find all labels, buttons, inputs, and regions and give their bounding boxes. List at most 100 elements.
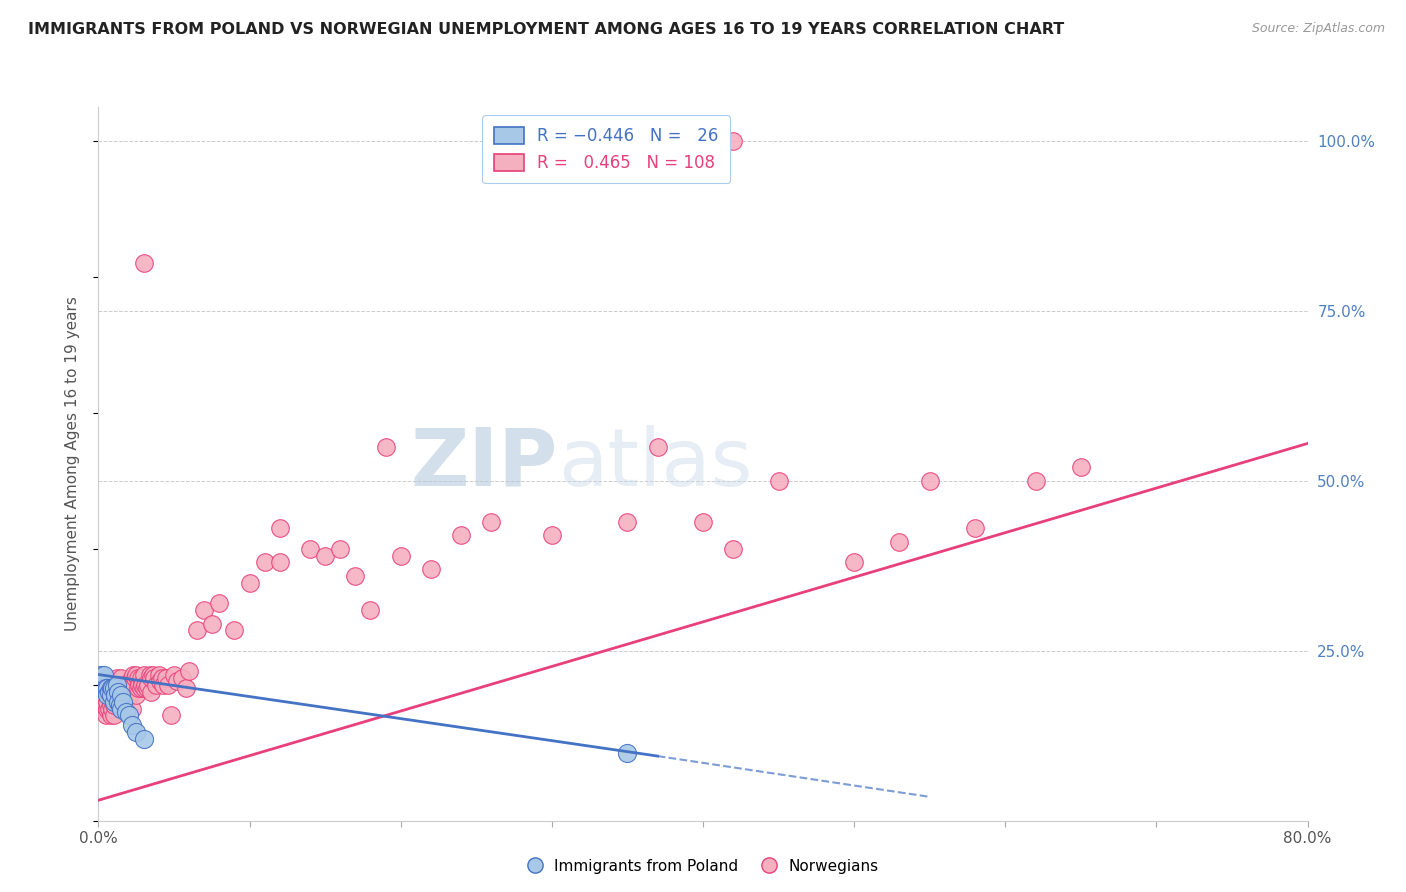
Point bbox=[170, 671, 193, 685]
Point bbox=[131, 678, 153, 692]
Point bbox=[389, 549, 412, 563]
Point bbox=[121, 684, 143, 698]
Point bbox=[768, 474, 790, 488]
Point bbox=[269, 521, 291, 535]
Point bbox=[103, 681, 125, 695]
Legend: R = −0.446   N =   26, R =   0.465   N = 108: R = −0.446 N = 26, R = 0.465 N = 108 bbox=[482, 115, 730, 184]
Point bbox=[224, 624, 246, 638]
Point bbox=[118, 708, 141, 723]
Point bbox=[132, 667, 155, 681]
Point bbox=[110, 701, 132, 715]
Point bbox=[344, 569, 367, 583]
Point bbox=[128, 678, 150, 692]
Point bbox=[114, 684, 136, 698]
Point bbox=[160, 708, 183, 723]
Point bbox=[105, 678, 128, 692]
Point bbox=[723, 134, 745, 148]
Text: IMMIGRANTS FROM POLAND VS NORWEGIAN UNEMPLOYMENT AMONG AGES 16 TO 19 YEARS CORRE: IMMIGRANTS FROM POLAND VS NORWEGIAN UNEM… bbox=[28, 22, 1064, 37]
Point bbox=[125, 725, 148, 739]
Point bbox=[114, 705, 136, 719]
Point bbox=[115, 678, 138, 692]
Point bbox=[96, 681, 118, 695]
Point bbox=[90, 667, 112, 681]
Point bbox=[98, 701, 121, 715]
Point bbox=[148, 667, 170, 681]
Point bbox=[132, 256, 155, 270]
Point bbox=[844, 555, 866, 569]
Point bbox=[481, 515, 503, 529]
Point bbox=[129, 671, 152, 685]
Point bbox=[540, 528, 562, 542]
Point bbox=[91, 681, 114, 695]
Point bbox=[96, 688, 118, 702]
Point bbox=[239, 575, 262, 590]
Point bbox=[135, 681, 157, 695]
Point bbox=[118, 688, 141, 702]
Point bbox=[692, 515, 714, 529]
Point bbox=[100, 698, 122, 712]
Point bbox=[104, 681, 127, 695]
Point bbox=[174, 681, 197, 695]
Point bbox=[96, 701, 118, 715]
Point bbox=[91, 701, 114, 715]
Point bbox=[112, 678, 135, 692]
Point bbox=[103, 698, 125, 712]
Point bbox=[360, 603, 382, 617]
Point bbox=[93, 701, 115, 715]
Point bbox=[186, 624, 208, 638]
Point bbox=[90, 681, 112, 695]
Point bbox=[107, 678, 129, 692]
Point bbox=[136, 678, 159, 692]
Point bbox=[101, 688, 124, 702]
Point bbox=[420, 562, 443, 576]
Point bbox=[107, 695, 129, 709]
Point bbox=[269, 555, 291, 569]
Point bbox=[100, 708, 122, 723]
Point bbox=[314, 549, 336, 563]
Point bbox=[132, 681, 155, 695]
Point bbox=[616, 515, 638, 529]
Point bbox=[965, 521, 987, 535]
Point bbox=[108, 688, 131, 702]
Point bbox=[91, 681, 114, 695]
Point bbox=[647, 440, 669, 454]
Point bbox=[103, 695, 125, 709]
Point bbox=[201, 616, 224, 631]
Point bbox=[127, 681, 149, 695]
Point bbox=[129, 681, 152, 695]
Point bbox=[94, 708, 117, 723]
Point bbox=[105, 671, 128, 685]
Point bbox=[107, 688, 129, 702]
Point bbox=[125, 688, 148, 702]
Text: Source: ZipAtlas.com: Source: ZipAtlas.com bbox=[1251, 22, 1385, 36]
Point bbox=[110, 671, 132, 685]
Point bbox=[208, 596, 231, 610]
Point bbox=[98, 684, 121, 698]
Point bbox=[114, 701, 136, 715]
Point bbox=[108, 698, 131, 712]
Point bbox=[142, 667, 165, 681]
Point bbox=[149, 674, 172, 689]
Legend: Immigrants from Poland, Norwegians: Immigrants from Poland, Norwegians bbox=[520, 853, 886, 880]
Point bbox=[111, 695, 134, 709]
Point bbox=[723, 541, 745, 556]
Point bbox=[94, 681, 117, 695]
Point bbox=[163, 667, 186, 681]
Point bbox=[124, 671, 146, 685]
Point bbox=[155, 671, 177, 685]
Point bbox=[132, 732, 155, 747]
Point bbox=[166, 674, 188, 689]
Point bbox=[103, 681, 125, 695]
Point bbox=[127, 671, 149, 685]
Point bbox=[139, 667, 162, 681]
Point bbox=[103, 708, 125, 723]
Point bbox=[143, 671, 166, 685]
Point bbox=[101, 701, 124, 715]
Point bbox=[141, 684, 163, 698]
Point bbox=[152, 678, 174, 692]
Point bbox=[107, 684, 129, 698]
Point bbox=[101, 681, 124, 695]
Point bbox=[125, 667, 148, 681]
Point bbox=[104, 688, 127, 702]
Point bbox=[104, 695, 127, 709]
